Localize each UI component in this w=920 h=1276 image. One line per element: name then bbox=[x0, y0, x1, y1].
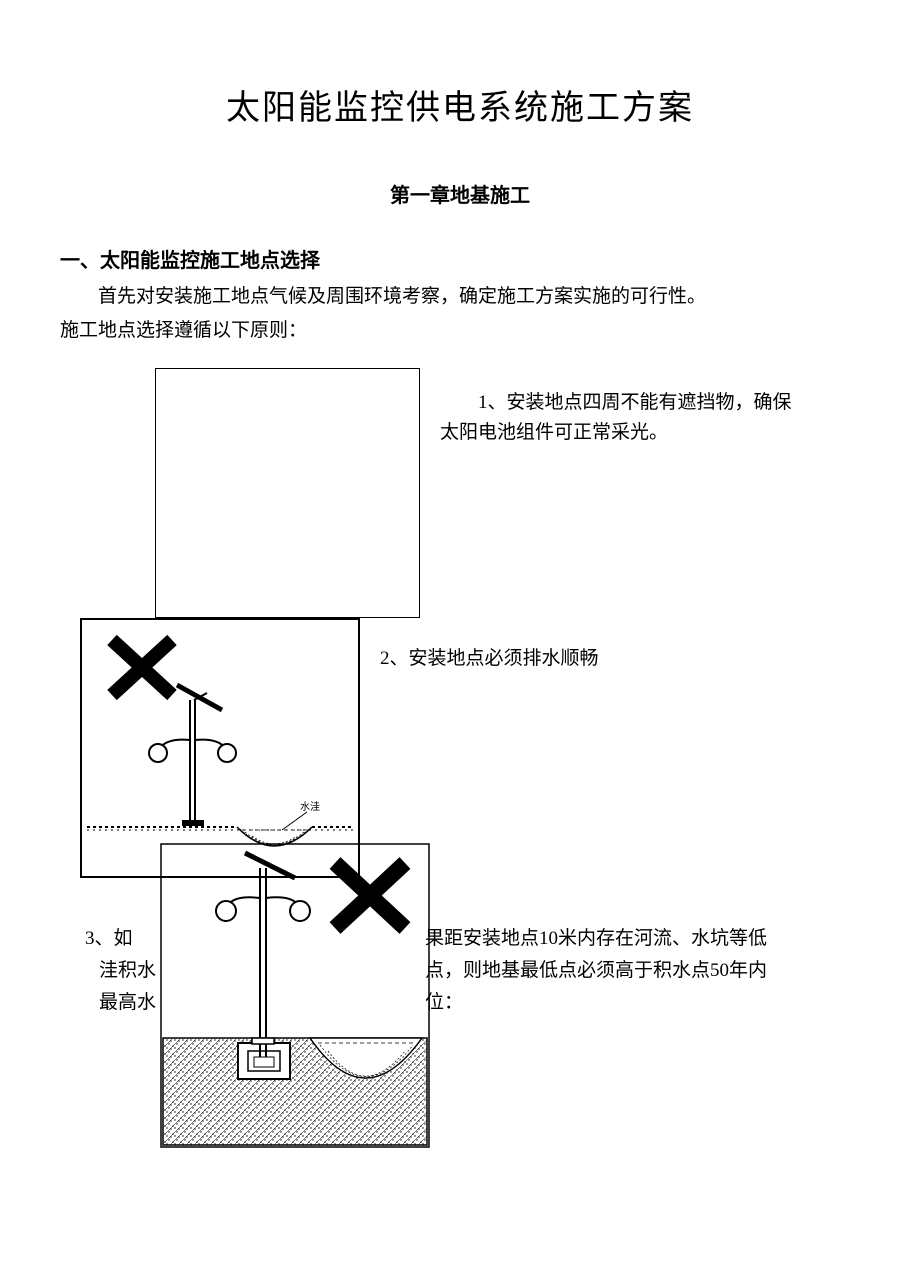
section-heading: 一、太阳能监控施工地点选择 bbox=[60, 244, 860, 273]
note-3-right: 果距安装地点10米内存在河流、水坑等低 点，则地基最低点必须高于积水点50年内 … bbox=[425, 923, 835, 1020]
figure-3-diagram bbox=[160, 843, 430, 1148]
ground-block bbox=[163, 1038, 427, 1145]
intro-paragraph-2: 施工地点选择遵循以下原则： bbox=[60, 315, 860, 347]
chapter-title: 第一章地基施工 bbox=[60, 179, 860, 208]
figures-area: 1、安装地点四周不能有遮挡物，确保 太阳电池组件可正常采光。 bbox=[60, 368, 860, 1148]
note-3-right-l3: 位： bbox=[425, 987, 835, 1019]
note-1: 1、安装地点四周不能有遮挡物，确保 太阳电池组件可正常采光。 bbox=[440, 388, 840, 449]
cross-icon bbox=[335, 863, 405, 928]
water-depression: 水洼 bbox=[237, 800, 320, 846]
document-title: 太阳能监控供电系统施工方案 bbox=[60, 80, 860, 129]
note-2: 2、安装地点必须排水顺畅 bbox=[380, 643, 599, 670]
note-3-left: 3、如 洼积水 最高水 bbox=[75, 923, 180, 1020]
foundation-block bbox=[238, 1038, 290, 1079]
note-3-left-l1: 3、如 bbox=[75, 923, 180, 955]
figure-3-box bbox=[160, 843, 430, 1148]
note-3-left-l2: 洼积水 bbox=[75, 955, 180, 987]
pole-icon bbox=[149, 685, 236, 826]
ground-line bbox=[87, 827, 354, 830]
figure-2-box: 水洼 bbox=[80, 618, 360, 878]
pole-icon bbox=[216, 853, 310, 1043]
note-3-right-l1: 果距安装地点10米内存在河流、水坑等低 bbox=[425, 923, 835, 955]
intro-paragraph-1: 首先对安装施工地点气候及周围环境考察，确定施工方案实施的可行性。 bbox=[60, 281, 860, 313]
note-1-line-2: 太阳电池组件可正常采光。 bbox=[440, 418, 840, 448]
note-3-right-l2: 点，则地基最低点必须高于积水点50年内 bbox=[425, 955, 835, 987]
note-3-left-l3: 最高水 bbox=[75, 987, 180, 1019]
note-1-line-1: 1、安装地点四周不能有遮挡物，确保 bbox=[440, 388, 840, 418]
water-label: 水洼 bbox=[300, 800, 320, 813]
cross-icon bbox=[112, 640, 172, 695]
figure-2-diagram: 水洼 bbox=[82, 620, 358, 876]
figure-1-box bbox=[155, 368, 420, 618]
